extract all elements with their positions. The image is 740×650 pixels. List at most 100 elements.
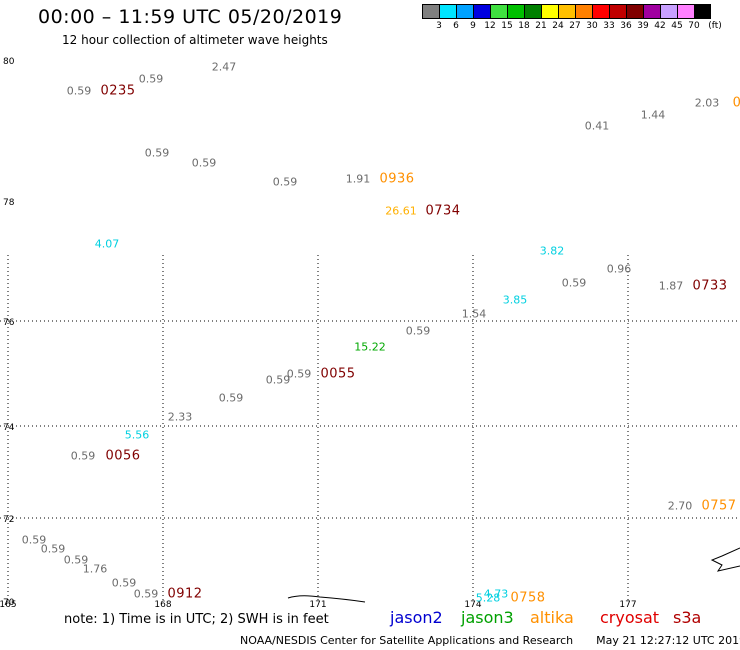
satellite-jason3: jason3 [461,608,514,627]
legend-swatch [507,4,524,19]
legend-label: 12 [484,21,496,31]
legend-swatch [626,4,643,19]
wave-height-value: 5.56 [124,428,150,442]
map-title: 00:00 – 11:59 UTC 05/20/2019 [38,6,343,28]
legend-label: 33 [603,21,615,31]
pass-time-label: 0936 [379,171,415,187]
legend-label: 15 [501,21,513,31]
legend-label: 3 [436,21,442,31]
credit-text: NOAA/NESDIS Center for Satellite Applica… [240,634,574,647]
legend-label: 36 [620,21,632,31]
pass-time-label: 0733 [692,278,728,294]
legend-swatch [592,4,609,19]
pass-time-label: 0912 [167,586,203,602]
footer-note: note: 1) Time is in UTC; 2) SWH is in fe… [64,612,329,627]
pass-time-label: 0055 [320,366,356,382]
wave-height-value: 0.59 [144,146,170,160]
legend-color-scale [422,4,711,19]
legend-label: 9 [470,21,476,31]
wave-height-value: 0.59 [111,576,137,590]
wave-height-value: 2.47 [211,60,237,74]
legend-swatch [643,4,660,19]
wave-height-value: 15.22 [354,340,386,354]
legend-swatch [422,4,439,19]
wave-height-value: 0.59 [405,324,431,338]
wave-height-value: 2.33 [167,410,193,424]
wave-height-value: 0.96 [606,262,632,276]
latitude-label: 80 [3,57,15,67]
wave-height-value: 0.59 [265,373,291,387]
legend-label: 30 [586,21,598,31]
wave-height-value: 0.59 [133,587,159,601]
pass-time-label: 0235 [100,83,136,99]
legend-label: 24 [552,21,564,31]
pass-time-label: 0758 [510,590,546,606]
wave-height-value: 3.82 [539,244,565,258]
legend-label: 45 [671,21,683,31]
satellite-s3a: s3a [673,608,702,627]
pass-time-label: 0 [732,95,740,111]
legend-label: 18 [518,21,530,31]
latitude-label: 72 [3,515,15,525]
wave-height-value: 5.28 [475,591,501,605]
legend-swatch [456,4,473,19]
legend-unit: (ft) [708,21,722,31]
wave-height-value: 2.03 [694,96,720,110]
wave-height-value: 0.59 [21,533,47,547]
coastline [287,595,366,603]
legend-label: 70 [688,21,700,31]
wave-height-value: 0.59 [218,391,244,405]
legend-label: 42 [654,21,666,31]
legend-swatch [490,4,507,19]
wave-height-value: 3.85 [502,293,528,307]
wave-height-value: 0.59 [191,156,217,170]
legend-swatch [439,4,456,19]
latitude-label: 76 [3,318,15,328]
wave-height-legend: 3 6 9 12 15 18 21 24 27 30 33 36 39 42 45 70 (ft) [422,4,722,33]
wave-height-value: 0.41 [584,119,610,133]
wave-height-value: 26.61 [385,204,417,218]
legend-swatch [541,4,558,19]
wave-height-value: 0.59 [138,72,164,86]
wave-height-value: 2.70 [667,499,693,513]
satellite-cryosat: cryosat [600,608,660,627]
coastline [710,547,740,572]
map-subtitle: 12 hour collection of altimeter wave hei… [62,33,328,47]
legend-label: 6 [453,21,459,31]
legend-swatch [575,4,592,19]
wave-height-value: 1.87 [658,279,684,293]
legend-swatch [694,4,711,19]
pass-time-label: 0757 [701,498,737,514]
wave-height-value: 4.73 [483,587,509,601]
longitude-label: 171 [309,600,327,610]
legend-swatch [524,4,541,19]
wave-height-value: 0.59 [63,553,89,567]
wave-height-value: 1.76 [82,562,108,576]
longitude-label: 174 [464,600,482,610]
latitude-label: 78 [3,198,15,208]
latitude-label: 74 [3,423,15,433]
wave-height-value: 0.59 [561,276,587,290]
satellite-altika: altika [530,608,574,627]
longitude-label: 177 [619,600,637,610]
pass-time-label: 0734 [425,203,461,219]
wave-height-value: 0.59 [70,449,96,463]
wave-height-value: 0.59 [272,175,298,189]
satellite-jason2: jason2 [390,608,443,627]
wave-height-value: 0.59 [286,367,312,381]
wave-height-value: 1.54 [461,307,487,321]
legend-label: 27 [569,21,581,31]
legend-swatch [609,4,626,19]
wave-height-value: 4.07 [94,237,120,251]
legend-swatch [660,4,677,19]
legend-swatch [558,4,575,19]
wave-height-value: 0.59 [40,542,66,556]
latitude-label: 70 [3,598,15,608]
wave-height-value: 1.44 [640,108,666,122]
legend-labels: 3 6 9 12 15 18 21 24 27 30 33 36 39 42 45 70 (ft) [422,21,722,33]
legend-swatch [677,4,694,19]
generated-timestamp: May 21 12:27:12 UTC 2019 [596,634,740,647]
legend-label: 21 [535,21,547,31]
